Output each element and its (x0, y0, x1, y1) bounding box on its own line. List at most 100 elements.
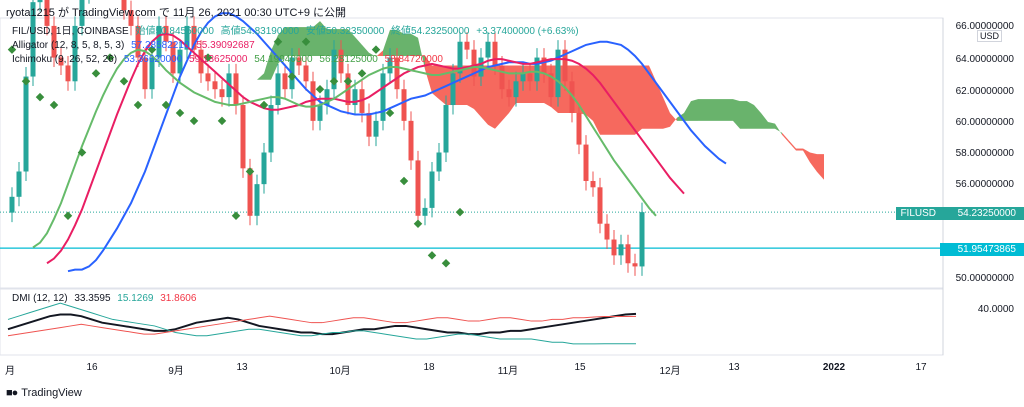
ichimoku-cloud-segment (348, 29, 355, 56)
dmi-adx-value: 33.3595 (74, 293, 111, 304)
candle-body (625, 244, 631, 264)
legend-ichimoku-label: Ichimoku (9, 26, 52, 26) (12, 54, 118, 65)
dmi-minus-di-value: 31.8606 (160, 293, 197, 304)
alligator-lips-line (32, 48, 657, 249)
candle-body (513, 81, 519, 98)
ichimoku-cloud-segment (775, 123, 782, 135)
candle-body (191, 25, 197, 50)
lagging-span-diamond (441, 259, 451, 268)
candle-body (485, 41, 491, 58)
dmi-plus_di-line (7, 302, 636, 345)
lagging-span-diamond (343, 77, 353, 86)
candle-body (79, 0, 85, 26)
ichimoku-cloud-segment (621, 65, 628, 135)
x-tick-label: 13 (728, 362, 740, 373)
ichimoku-cloud-segment (768, 122, 775, 129)
x-tick-label: 12月 (659, 366, 681, 377)
ichimoku-cloud-segment (691, 99, 698, 121)
candle-body (380, 73, 386, 121)
dmi-legend[interactable]: DMI (12, 12) 33.3595 15.1269 31.8606 (12, 293, 196, 305)
candle-body (205, 73, 211, 82)
ichimoku-cloud-segment (509, 65, 516, 113)
candle-body (282, 73, 288, 90)
ichimoku-cloud-segment (320, 21, 327, 56)
legend-alligator[interactable]: Alligator (12, 8, 5, 8, 5, 3) 57.2858221… (12, 40, 255, 52)
candle-body (44, 0, 50, 26)
ichimoku-cloud-segment (789, 140, 796, 151)
lagging-span-diamond (77, 148, 87, 157)
candle-body (240, 105, 246, 169)
ichimoku-cloud-segment (257, 73, 264, 80)
candle-body (142, 57, 148, 90)
ichimoku-cloud-segment (292, 27, 299, 56)
ichimoku-cloud-segment (600, 65, 607, 135)
x-tick-label: 16 (86, 362, 98, 373)
ichimoku-cloud-segment (418, 37, 425, 70)
candle-body (16, 171, 22, 197)
lagging-span-diamond (119, 77, 129, 86)
candle-body (506, 89, 512, 98)
ichimoku-cloud-segment (614, 65, 621, 135)
lagging-span-diamond (217, 116, 227, 126)
candle-body (457, 41, 463, 74)
legend-close: 終値54.23250000 (391, 26, 470, 37)
ichimoku-cloud-segment (726, 99, 733, 121)
lagging-span-diamond (133, 100, 143, 110)
ichimoku-cloud-segment (278, 27, 285, 64)
tradingview-footer[interactable]: ■● TradingView (6, 387, 82, 399)
legend-high: 高値54.83190000 (220, 26, 300, 37)
ichimoku-cloud-segment (432, 65, 439, 100)
ichimoku-cloud-segment (397, 29, 404, 56)
candle-body (30, 2, 36, 77)
y-tick-label: 60.00000000 (955, 117, 1014, 128)
candle-body (576, 112, 582, 145)
legend-change: +3.37400000 (+6.63%) (476, 26, 579, 37)
y-tick-label: 50.00000000 (955, 273, 1014, 284)
candle-body (520, 73, 526, 82)
legend-ichimoku-lagging: 54.19940000 (254, 54, 313, 65)
lagging-span-diamond (175, 108, 185, 118)
x-tick-label: 月 (5, 366, 15, 377)
dmi-label: DMI (12, 12) (12, 293, 68, 304)
candle-body (212, 81, 218, 90)
publish-header: ryota1215 が TradingView.com で 11月 26, 20… (6, 7, 347, 19)
legend-open: 始値50.84550000 (135, 26, 214, 37)
lagging-span-diamond (399, 176, 409, 186)
y-tick-label: 64.00000000 (955, 54, 1014, 65)
currency-label[interactable]: USD (976, 30, 1002, 42)
ichimoku-cloud-segment (474, 65, 481, 117)
candle-body (443, 105, 449, 153)
candle-body (37, 0, 43, 3)
ichimoku-cloud-segment (439, 65, 446, 106)
ichimoku-cloud-segment (285, 27, 292, 56)
ichimoku-cloud-segment (201, 136, 208, 185)
candle-body (268, 105, 274, 153)
lagging-span-diamond (315, 84, 325, 94)
candle-body (23, 76, 29, 172)
ichimoku-cloud-segment (670, 112, 677, 127)
candle-body (219, 89, 225, 98)
candle-body (149, 57, 155, 90)
x-tick-label: 13 (236, 362, 248, 373)
ichimoku-cloud-segment (341, 29, 348, 56)
ichimoku-cloud-segment (313, 21, 320, 56)
candle-body (555, 49, 561, 98)
candle-body (338, 49, 344, 74)
candle-body (471, 49, 477, 77)
legend-ichimoku-conversion: 53.36620000 (123, 54, 183, 65)
x-tick-label: 18 (423, 362, 435, 373)
last-price-tag: 54.23250000 (940, 207, 1024, 220)
legend-ichimoku[interactable]: Ichimoku (9, 26, 52, 26) 53.36620000 59.… (12, 54, 443, 66)
ichimoku-cloud-segment (817, 154, 824, 180)
ichimoku-cloud-segment (355, 36, 362, 56)
candle-body (492, 41, 498, 66)
ichimoku-cloud-segment (460, 65, 467, 106)
y-tick-label: 66.00000000 (955, 21, 1014, 32)
ichimoku-cloud-segment (271, 35, 278, 80)
lagging-span-diamond (7, 45, 17, 54)
candle-body (65, 65, 71, 82)
ichimoku-cloud-segment (390, 29, 397, 56)
lagging-span-diamond (357, 69, 367, 78)
lagging-span-diamond (21, 77, 31, 86)
